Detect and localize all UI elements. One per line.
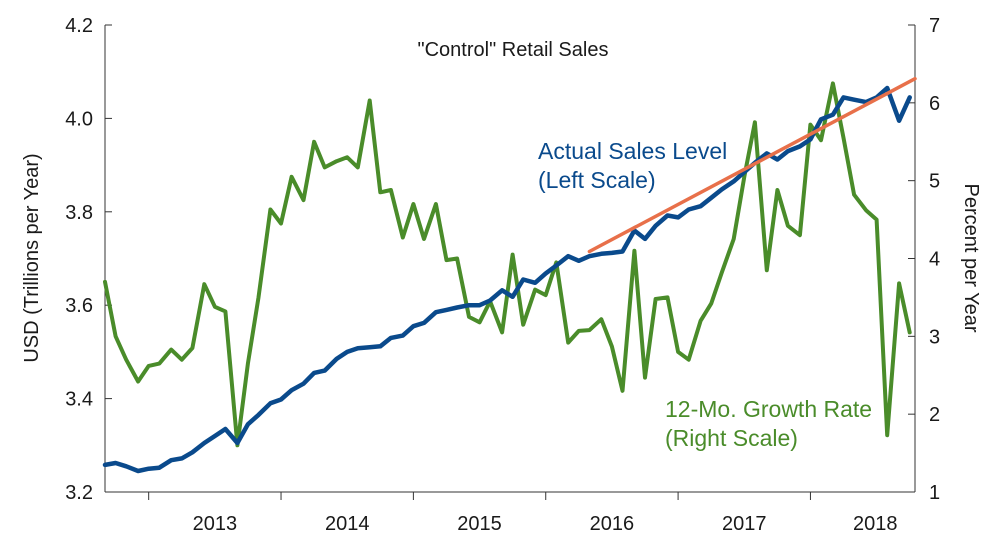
right-tick-label: 7	[929, 15, 940, 37]
right-tick-label: 1	[929, 482, 940, 504]
x-tick-label: 2014	[325, 513, 370, 535]
chart-title: "Control" Retail Sales	[418, 39, 609, 61]
right-tick-label: 6	[929, 93, 940, 115]
right-axis-title: Percent per Year	[960, 184, 982, 333]
x-tick-label: 2018	[853, 513, 898, 535]
left-tick-label: 3.6	[65, 295, 93, 317]
left-tick-label: 3.4	[65, 389, 93, 411]
growth-annotation-line1: 12-Mo. Growth Rate	[665, 396, 872, 422]
x-tick-label: 2015	[457, 513, 502, 535]
x-tick-label: 2017	[722, 513, 767, 535]
axes: 3.2 3.4 3.6 3.8 4.0 4.2 1 2 3 4 5 6 7 2013 2014 2015 201…	[65, 15, 940, 535]
series-lines	[102, 76, 917, 474]
growth-rate-line	[103, 81, 912, 448]
sales-level-line	[102, 85, 912, 474]
left-tick-label: 3.8	[65, 202, 93, 224]
right-tick-label: 2	[929, 404, 940, 426]
sales-annotation-line1: Actual Sales Level	[538, 138, 727, 164]
trend-line	[587, 76, 917, 254]
left-axis-title: USD (Trillions per Year)	[21, 153, 43, 362]
left-tick-label: 3.2	[65, 482, 93, 504]
growth-annotation-line2: (Right Scale)	[665, 425, 798, 451]
sales-annotation-line2: (Left Scale)	[538, 167, 656, 193]
right-tick-label: 3	[929, 326, 940, 348]
left-tick-label: 4.2	[65, 15, 93, 37]
x-tick-label: 2013	[193, 513, 238, 535]
right-tick-label: 5	[929, 171, 940, 193]
right-tick-label: 4	[929, 249, 940, 271]
x-tick-label: 2016	[590, 513, 635, 535]
left-tick-label: 4.0	[65, 108, 93, 130]
